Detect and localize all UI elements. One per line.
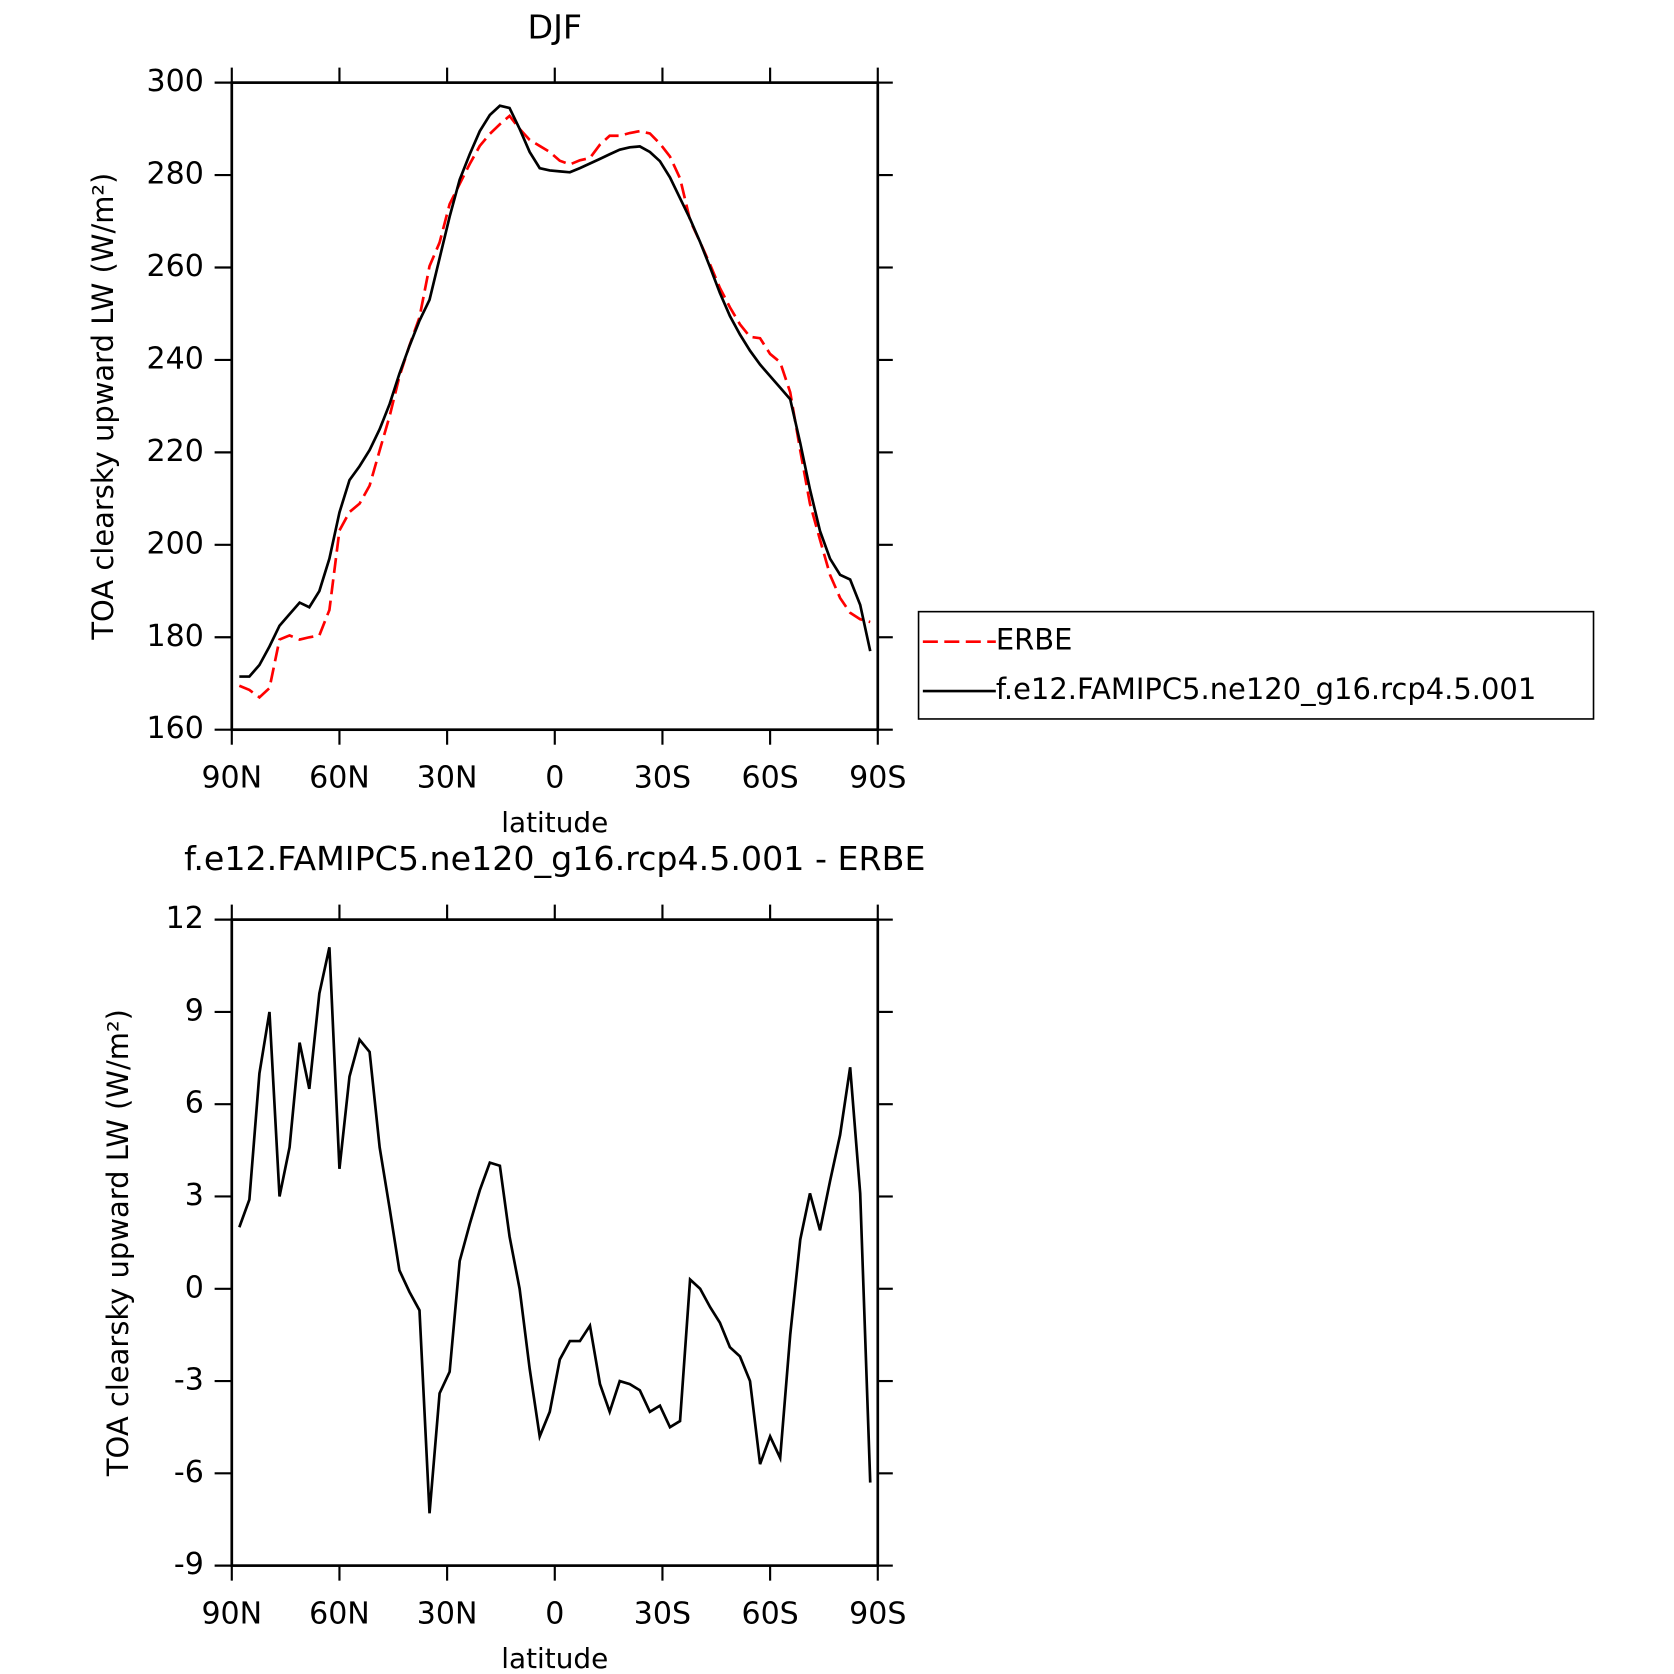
y-tick-label: 6	[185, 1086, 204, 1121]
x-axis-label: latitude	[501, 806, 608, 839]
y-tick-label: 0	[185, 1270, 204, 1305]
x-tick-label: 90N	[201, 1596, 262, 1631]
data-line	[238, 947, 872, 1514]
x-tick-label: 60N	[309, 1596, 370, 1631]
x-tick-label: 30S	[634, 761, 691, 796]
x-tick-label: 60N	[309, 761, 370, 796]
x-tick-label: 90S	[849, 1596, 906, 1631]
y-tick-label: -3	[174, 1363, 204, 1398]
x-tick-label: 0	[545, 761, 564, 796]
y-tick-label: 3	[185, 1178, 204, 1213]
y-tick-label: 12	[166, 901, 204, 936]
x-axis-label: latitude	[501, 1642, 608, 1674]
legend-box	[917, 610, 1595, 720]
x-tick-label: 30N	[417, 1596, 478, 1631]
y-tick-label: 260	[147, 249, 204, 284]
y-tick-label: 160	[147, 711, 204, 746]
y-tick-label: 200	[147, 526, 204, 561]
x-tick-label: 90N	[201, 761, 262, 796]
y-tick-label: -6	[174, 1455, 204, 1490]
y-tick-label: 300	[147, 64, 204, 99]
y-axis-label: TOA clearsky upward LW (W/m²)	[86, 173, 120, 641]
x-tick-label: 30S	[634, 1596, 691, 1631]
y-tick-label: 280	[147, 157, 204, 192]
x-tick-label: 60S	[741, 761, 798, 796]
y-axis-label: TOA clearsky upward LW (W/m²)	[101, 1009, 135, 1477]
legend-label: f.e12.FAMIPC5.ne120_g16.rcp4.5.001	[996, 672, 1536, 706]
chart-title: DJF	[528, 7, 583, 46]
y-tick-label: 9	[185, 993, 204, 1028]
x-tick-label: 60S	[741, 1596, 798, 1631]
plot-frame	[230, 81, 880, 732]
x-tick-label: 30N	[417, 761, 478, 796]
chart-title: f.e12.FAMIPC5.ne120_g16.rcp4.5.001 - ERB…	[184, 839, 925, 878]
plot-frame	[230, 918, 880, 1567]
data-line	[239, 104, 872, 678]
x-tick-label: 0	[545, 1596, 564, 1631]
y-tick-label: -9	[174, 1547, 204, 1582]
y-tick-label: 180	[147, 619, 204, 654]
x-tick-label: 90S	[849, 761, 906, 796]
data-line	[238, 113, 871, 700]
y-tick-label: 240	[147, 341, 204, 376]
y-tick-label: 220	[147, 434, 204, 469]
legend-label: ERBE	[996, 623, 1073, 657]
